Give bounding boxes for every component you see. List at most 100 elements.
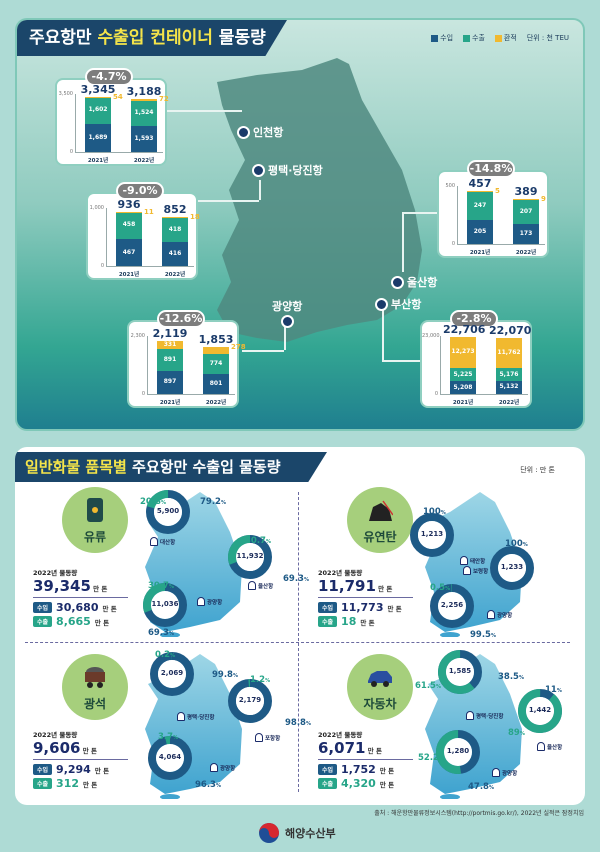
data-label: 54 (113, 92, 123, 101)
year-label: 2022년 물동량 (318, 731, 363, 739)
cargo-panel: 일반화물 품목별 주요항만 수출입 물동량 단위 : 만 톤 유류 2022년 물… (15, 447, 585, 805)
year-label: 2022년 물동량 (33, 731, 78, 739)
bar-segment-수입: 467 (116, 238, 142, 266)
text: 평택·당진항 (268, 164, 323, 177)
donut-보령항 (490, 546, 534, 590)
donut-value: 11,036 (151, 600, 179, 608)
port-pin-icon (248, 581, 256, 590)
donut-태안항 (410, 513, 454, 557)
import-percent: 79.2% (200, 497, 226, 507)
bar-segment-수출: 1,602 (85, 97, 111, 124)
bar-segment-환적: 11,762 (496, 338, 522, 368)
text: 1,752 (341, 763, 376, 776)
import-row: 수입 1,752 만 톤 (318, 763, 413, 776)
change-badge: -9.0% (116, 182, 164, 200)
text: 광양항 (502, 770, 518, 777)
category-name: 자동차 (363, 697, 397, 711)
bar-segment-수입: 5,132 (496, 381, 522, 394)
text: 47.8 (468, 782, 489, 792)
import-arc (490, 546, 534, 590)
port-label-ulsan: 울산항 (391, 274, 437, 290)
year-label: 2022년 물동량 (318, 569, 363, 577)
legend-transship: 환적 (494, 33, 517, 43)
port-label: 울산항 (248, 581, 273, 590)
x-tick-label: 2022년 (164, 272, 186, 278)
text: 39,345 (33, 577, 91, 595)
category-stats: 2022년 물동량 11,791 만 톤 수입 11,773 만 톤 수출 18 만 톤 (318, 567, 413, 628)
text: 30,680 (56, 601, 99, 614)
import-percent: 69.3% (283, 574, 309, 584)
text: 9,294 (56, 763, 91, 776)
text: 태안항 (470, 558, 486, 565)
y-tick-label: 2,300 (130, 333, 145, 339)
category-name: 유연탄 (363, 530, 397, 544)
x-tick-label: 2021년 (469, 250, 491, 256)
text: 30.7 (245, 536, 266, 546)
text: 만 톤 (379, 766, 395, 775)
text: 광양항 (220, 765, 236, 772)
donut-평택·당진항 (438, 650, 482, 694)
port-pin-icon (492, 768, 500, 777)
x-axis (75, 152, 163, 153)
donut-value: 1,213 (420, 530, 444, 538)
export-arc (436, 730, 480, 774)
export-arc (146, 489, 190, 534)
text: 수출 (318, 778, 338, 789)
text: 8,665 (56, 615, 91, 628)
x-tick-label: 2022년 (205, 400, 227, 406)
export-row: 수출 4,320 만 톤 (318, 777, 413, 790)
port-label: 평택·당진항 (177, 712, 214, 721)
text: 96.3 (195, 780, 216, 790)
location-pin-icon (280, 315, 294, 328)
data-label: 9 (541, 194, 546, 203)
taegeuk-icon (259, 823, 279, 843)
text: 98.8 (285, 718, 306, 728)
bar-segment-환적 (467, 190, 493, 193)
text: 일반화물 품목별 (25, 458, 127, 476)
bar-segment-수출: 5,225 (450, 367, 476, 381)
data-label: 5 (495, 186, 500, 195)
import-row: 수입 9,294 만 톤 (33, 763, 128, 776)
port-label-incheon: 인천항 (237, 124, 283, 140)
cargo-title: 일반화물 품목별 주요항만 수출입 물동량 (15, 452, 327, 482)
text: 11 (545, 685, 557, 695)
x-tick-label: 2021년 (452, 400, 474, 406)
bar-segment-환적 (162, 216, 188, 219)
export-row: 수출 8,665 만 톤 (33, 615, 128, 628)
bar-segment-수출: 1,524 (131, 100, 157, 126)
text: 61.5 (415, 681, 436, 691)
location-pin-icon (375, 297, 388, 311)
bar-segment-수출: 5,176 (496, 368, 522, 382)
x-axis (440, 394, 528, 395)
bar-segment-수입: 205 (467, 220, 493, 244)
import-arc (410, 513, 454, 557)
text: 69.3 (283, 574, 304, 584)
total-label: 852 (163, 202, 187, 216)
category-icon-badge: 광석 (62, 654, 128, 720)
car-icon (367, 664, 393, 690)
text: 69.3 (148, 628, 169, 638)
donut-value: 2,256 (440, 601, 464, 609)
text: 100 (423, 507, 441, 517)
export-percent: 0.2% (155, 650, 176, 660)
export-percent: 1.2% (250, 675, 271, 685)
text: 11,773 (341, 601, 384, 614)
bar-segment-수출: 418 (162, 217, 188, 242)
port-pin-icon (537, 742, 545, 751)
bar-segment-수입: 416 (162, 241, 188, 266)
import-row: 수입 11,773 만 톤 (318, 601, 413, 614)
y-axis (75, 94, 76, 152)
text: 해양수산부 (285, 827, 336, 840)
category-icon-badge: 유연탄 (347, 487, 413, 553)
export-percent: 89% (508, 728, 525, 738)
category-icon-badge: 자동차 (347, 654, 413, 720)
import-arc (148, 736, 192, 780)
text: 9,606 (33, 739, 81, 757)
port-label: 광양항 (197, 597, 222, 606)
port-label-pyeongtaek: 평택·당진항 (252, 162, 323, 178)
source-note: 출처 : 해운항만물류정보시스템(http://portmis.go.kr/),… (374, 810, 584, 817)
text: 수입 (440, 34, 454, 42)
text: 환적 (503, 34, 517, 42)
text: 만 톤 (102, 604, 117, 613)
x-tick-label: 2022년 (498, 400, 520, 406)
